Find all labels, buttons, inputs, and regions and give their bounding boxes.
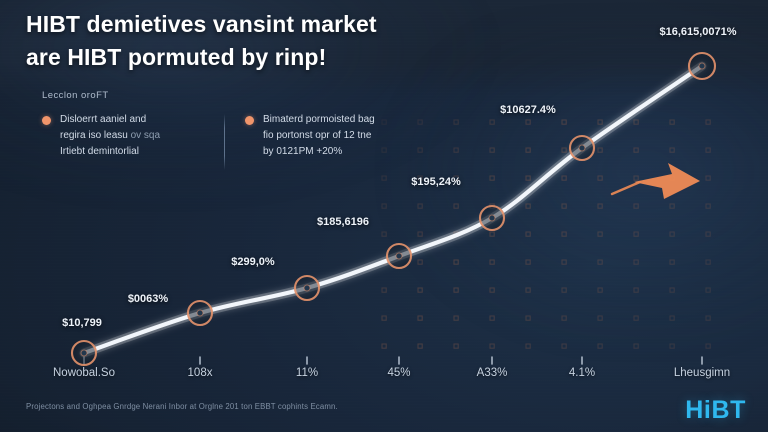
legend-item-1-line-2: regira iso leasu ov sqa xyxy=(60,130,161,142)
legend-divider xyxy=(224,114,225,170)
title-line-1: HIBT demietives vansint market xyxy=(26,11,377,37)
legend-item-2-line-1: Bimaterd pormoisted bag xyxy=(263,114,375,125)
chart-data-markers xyxy=(70,51,717,367)
legend-heading: Lecclon oroFT xyxy=(42,90,109,101)
page-title: HIBT demietives vansint market are HIBT … xyxy=(26,8,726,73)
legend: Lecclon oroFT Disloerrt aaniel and regir… xyxy=(42,90,412,170)
footnote: Projectons and Oghpea Gnrdge Nerani Inbo… xyxy=(26,402,338,411)
legend-item-2-text: Bimaterd pormoisted bag fio portonst opr… xyxy=(263,112,375,161)
legend-item-2-line-3: by 0121PM +20% xyxy=(263,146,343,158)
background-top-band xyxy=(0,0,768,96)
legend-item-1-line-2-dim: ov sqa xyxy=(130,130,161,142)
legend-item-2: Bimaterd pormoisted bag fio portonst opr… xyxy=(225,112,393,161)
legend-item-1-line-3: Irtiebt demintorlial xyxy=(60,146,139,158)
legend-item-2-line-2: fio portonst opr of 12 tne xyxy=(263,130,372,142)
legend-item-1-text: Disloerrt aaniel and regira iso leasu ov… xyxy=(60,112,160,161)
hibt-logo: HiBT xyxy=(685,396,746,424)
growth-arrow-icon xyxy=(610,163,700,199)
legend-item-1-line-1: Disloerrt aaniel and xyxy=(60,114,147,125)
legend-bullet-icon xyxy=(245,116,254,125)
legend-bullet-icon xyxy=(42,116,51,125)
title-line-2: are HIBT pormuted by rinp! xyxy=(26,43,327,70)
legend-item-1: Disloerrt aaniel and regira iso leasu ov… xyxy=(42,112,224,161)
